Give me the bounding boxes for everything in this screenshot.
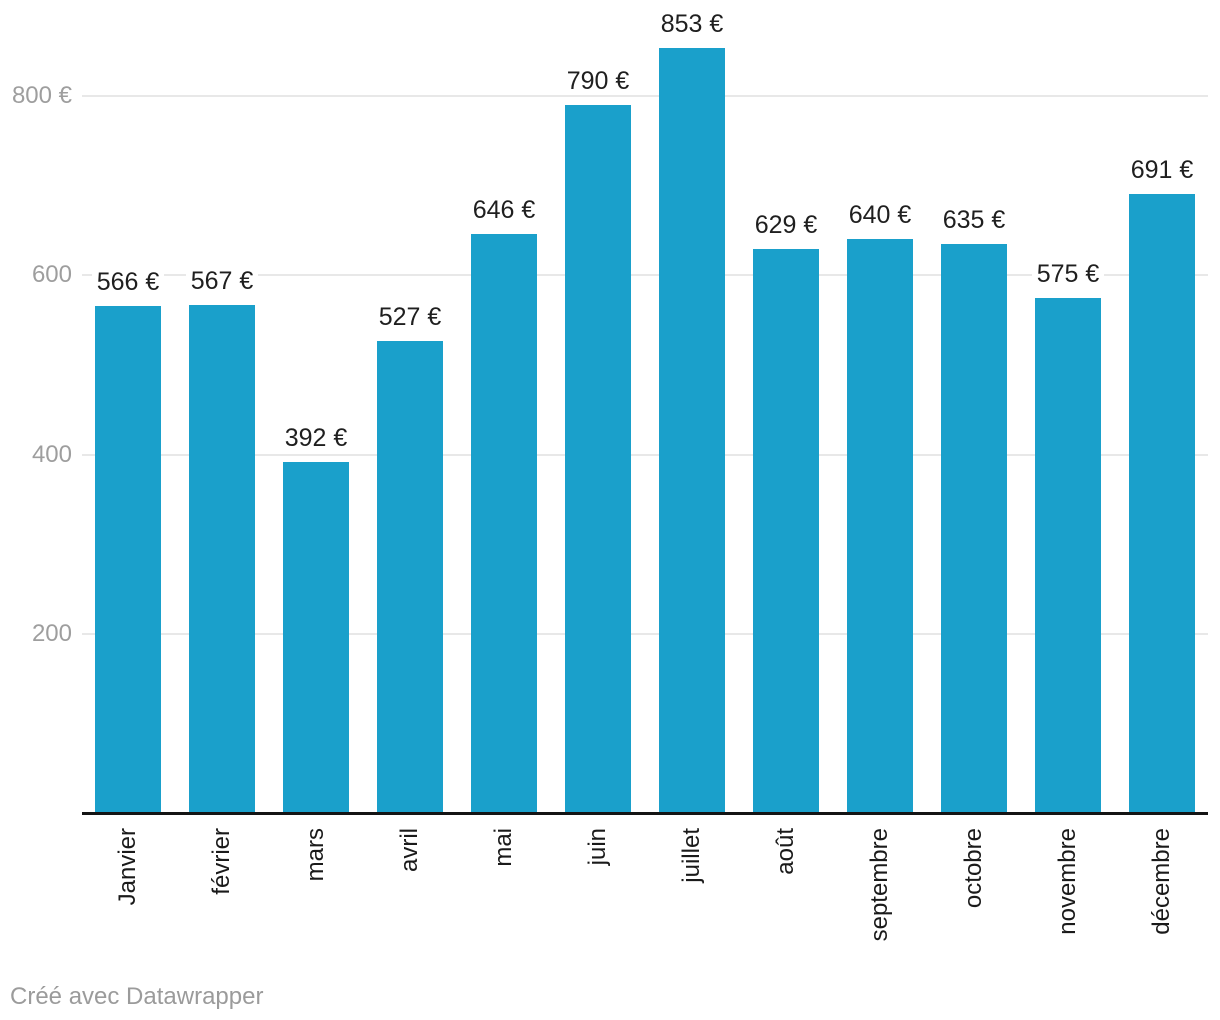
x-tick-label: mai (490, 828, 517, 867)
bar (753, 249, 819, 813)
bar (283, 462, 349, 813)
bar (189, 305, 255, 813)
bar-value-label: 392 € (236, 422, 396, 454)
bar (941, 244, 1007, 813)
bar (565, 105, 631, 813)
bar-value-label: 790 € (518, 65, 678, 97)
bar-value-label: 691 € (1082, 154, 1220, 186)
x-tick-label: décembre (1148, 828, 1175, 935)
bar (1035, 298, 1101, 813)
x-tick-label: octobre (960, 828, 987, 909)
bar (95, 306, 161, 813)
bar (1129, 194, 1195, 813)
x-tick-label: avril (396, 828, 423, 873)
y-tick-label: 200 (31, 619, 72, 647)
x-tick-label: juin (584, 828, 611, 866)
x-tick-label: février (208, 828, 235, 895)
bar-value-label: 635 € (894, 204, 1054, 236)
x-tick-label: mars (302, 828, 329, 882)
y-tick-label: 400 (31, 440, 72, 468)
x-axis-line (82, 812, 1208, 815)
y-gridline (82, 453, 1208, 456)
bar (659, 48, 725, 813)
bar (377, 341, 443, 813)
bar-value-label: 567 € (142, 265, 302, 297)
bar-value-label: 853 € (612, 8, 772, 40)
y-gridline (82, 95, 1208, 97)
bar-value-label: 575 € (988, 258, 1148, 290)
y-gridline (82, 274, 1208, 277)
y-tick-label: 800 € (11, 82, 72, 109)
bar-value-label: 566 € (48, 266, 208, 298)
y-tick-label: 600 (31, 261, 72, 289)
bar-value-label: 527 € (330, 301, 490, 333)
x-tick-label: juillet (678, 828, 705, 883)
x-tick-label: septembre (866, 828, 893, 942)
bar-value-label: 640 € (800, 199, 960, 231)
bar (847, 239, 913, 813)
x-tick-label: Janvier (114, 828, 141, 906)
y-gridline (82, 632, 1208, 635)
x-tick-label: août (772, 828, 799, 875)
bar-value-label: 646 € (424, 194, 584, 226)
bar-value-label: 629 € (706, 209, 866, 241)
x-tick-label: novembre (1054, 828, 1081, 935)
footer-credit: Créé avec Datawrapper (10, 983, 264, 1010)
bar (471, 234, 537, 813)
